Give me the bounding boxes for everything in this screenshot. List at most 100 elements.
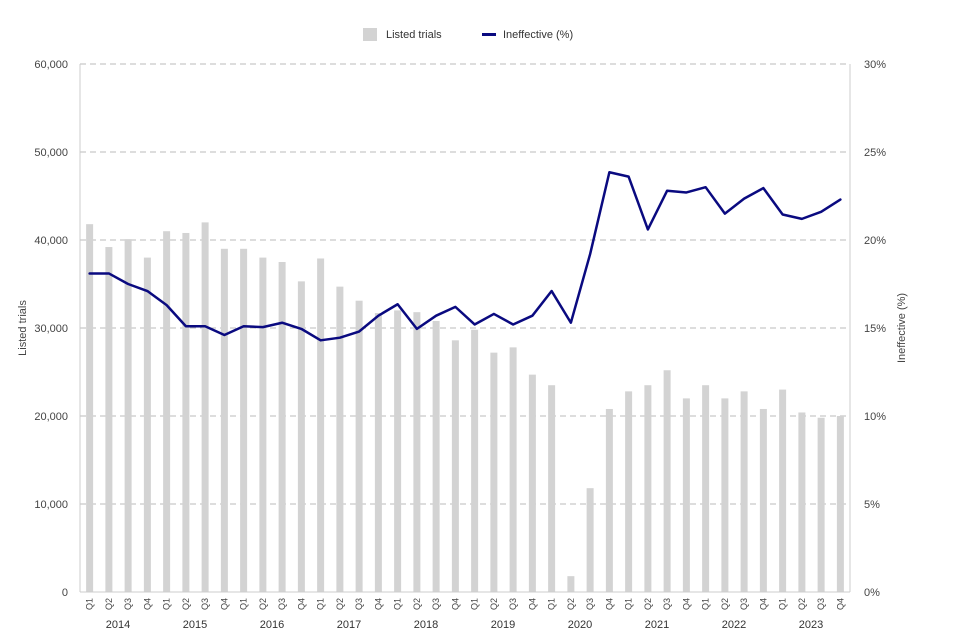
bar <box>201 222 209 592</box>
bar <box>413 312 421 592</box>
bar <box>432 320 440 592</box>
bar-series-listed-trials <box>86 222 844 593</box>
y-right-tick-label: 30% <box>864 59 886 71</box>
bar <box>625 391 633 592</box>
x-year-label: 2021 <box>645 619 669 631</box>
bar <box>682 398 690 592</box>
x-tick-label: Q3 <box>277 598 287 610</box>
bar <box>336 286 344 592</box>
legend-label-ineffective: Ineffective (%) <box>503 29 573 41</box>
bar <box>817 417 825 592</box>
x-tick-label: Q3 <box>739 598 749 610</box>
x-tick-label: Q3 <box>431 598 441 610</box>
y-left-tick-label: 60,000 <box>34 59 68 71</box>
x-tick-label: Q2 <box>258 598 268 610</box>
y-right-tick-label: 5% <box>864 499 880 511</box>
x-tick-label: Q3 <box>508 598 518 610</box>
bar <box>644 385 652 592</box>
x-year-label: 2020 <box>568 619 592 631</box>
y-left-tick-label: 50,000 <box>34 147 68 159</box>
x-tick-label: Q4 <box>373 598 383 610</box>
x-year-label: 2017 <box>337 619 361 631</box>
bar <box>702 385 710 592</box>
bar <box>490 352 498 592</box>
x-tick-label: Q1 <box>393 598 403 610</box>
x-tick-label: Q3 <box>816 598 826 610</box>
x-tick-label: Q4 <box>219 598 229 610</box>
y-left-tick-label: 20,000 <box>34 411 68 423</box>
y-right-tick-label: 15% <box>864 323 886 335</box>
x-year-label: 2014 <box>106 619 130 631</box>
x-year-label: 2016 <box>260 619 284 631</box>
bar <box>779 389 787 592</box>
bar <box>143 257 151 592</box>
y-left-tick-label: 0 <box>62 587 68 599</box>
bar <box>548 385 556 592</box>
x-tick-label: Q4 <box>142 598 152 610</box>
legend-label-listed-trials: Listed trials <box>386 29 442 41</box>
y-left-tick-label: 30,000 <box>34 323 68 335</box>
legend-swatch-listed-trials <box>363 28 377 41</box>
bar <box>317 258 325 592</box>
bar <box>278 262 286 592</box>
y-axis-left-title: Listed trials <box>17 300 29 356</box>
x-tick-label: Q4 <box>681 598 691 610</box>
bar <box>86 224 94 592</box>
bar <box>836 416 844 592</box>
bar <box>798 412 806 592</box>
x-tick-label: Q4 <box>758 598 768 610</box>
bar <box>220 248 228 593</box>
bar <box>471 329 479 592</box>
gridlines <box>80 63 850 505</box>
x-tick-label: Q2 <box>412 598 422 610</box>
x-tick-label: Q4 <box>604 598 614 610</box>
bar <box>740 391 748 592</box>
x-tick-label: Q2 <box>104 598 114 610</box>
bar <box>451 340 459 592</box>
x-tick-label: Q1 <box>624 598 634 610</box>
x-tick-label: Q2 <box>335 598 345 610</box>
bar <box>394 310 402 592</box>
y-axis-right-title: Ineffective (%) <box>896 293 908 363</box>
bar <box>567 576 575 592</box>
x-tick-label: Q3 <box>123 598 133 610</box>
y-right-tick-label: 20% <box>864 235 886 247</box>
bar <box>663 370 671 592</box>
x-tick-label: Q4 <box>835 598 845 610</box>
x-tick-label: Q2 <box>489 598 499 610</box>
y-right-tick-label: 25% <box>864 147 886 159</box>
x-tick-label: Q4 <box>527 598 537 610</box>
x-tick-label: Q2 <box>797 598 807 610</box>
x-tick-label: Q1 <box>85 598 95 610</box>
x-year-label: 2022 <box>722 619 746 631</box>
bar <box>259 257 267 592</box>
bar <box>124 239 132 592</box>
bar <box>605 408 613 592</box>
x-tick-label: Q4 <box>296 598 306 610</box>
y-left-tick-label: 10,000 <box>34 499 68 511</box>
bar <box>105 247 113 593</box>
bar <box>182 232 190 592</box>
bar <box>355 300 363 592</box>
x-tick-label: Q1 <box>701 598 711 610</box>
x-tick-label: Q1 <box>239 598 249 610</box>
y-left-tick-label: 40,000 <box>34 235 68 247</box>
bar <box>759 408 767 592</box>
bar <box>721 398 729 592</box>
bar <box>240 248 248 593</box>
x-year-label: 2015 <box>183 619 207 631</box>
bar <box>528 374 536 592</box>
x-tick-label: Q3 <box>585 598 595 610</box>
x-year-label: 2019 <box>491 619 515 631</box>
x-tick-label: Q1 <box>470 598 480 610</box>
x-tick-label: Q1 <box>778 598 788 610</box>
bar <box>586 488 594 592</box>
x-tick-label: Q2 <box>643 598 653 610</box>
y-right-tick-label: 0% <box>864 587 880 599</box>
x-tick-label: Q1 <box>162 598 172 610</box>
axes: 0 10,000 20,000 30,000 40,000 50,000 60,000 0% 5… <box>34 59 886 631</box>
bar <box>297 281 305 592</box>
bar <box>374 313 382 592</box>
x-tick-label: Q1 <box>547 598 557 610</box>
